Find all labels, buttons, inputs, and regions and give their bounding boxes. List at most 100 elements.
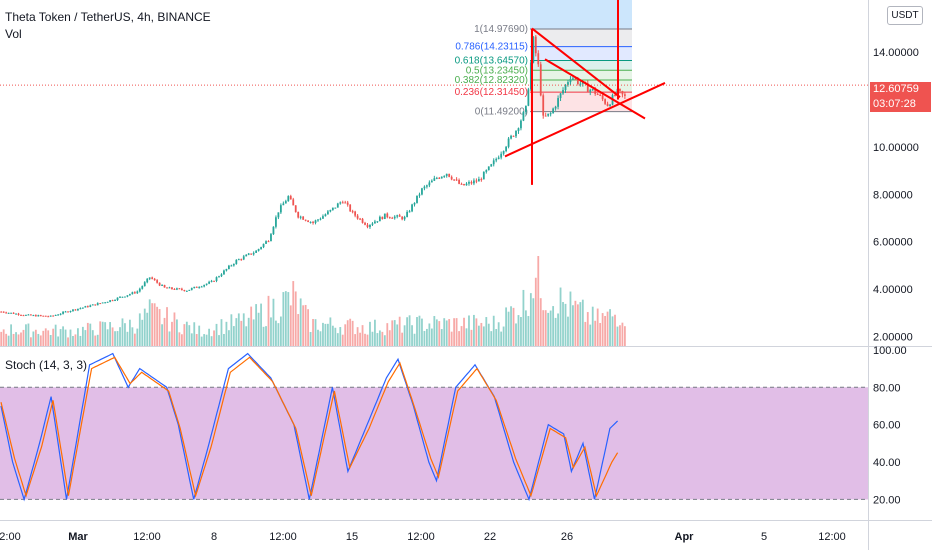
volume-bar	[624, 326, 626, 346]
candle-body	[39, 315, 42, 317]
volume-bar	[297, 314, 300, 346]
candle-body	[391, 217, 394, 219]
volume-bar	[193, 322, 196, 346]
candle-body	[482, 171, 485, 180]
candle-body	[141, 286, 144, 289]
time-tick-label: 8	[211, 531, 217, 543]
candle-body	[438, 177, 441, 179]
volume-bar	[413, 333, 416, 346]
volume-bar	[213, 330, 215, 346]
candle-body	[512, 135, 515, 137]
candle-body	[453, 179, 456, 181]
volume-bar	[62, 326, 64, 346]
volume-bar	[450, 331, 453, 346]
candle-body	[329, 209, 332, 212]
fibonacci-retracement[interactable]: 1(14.97690) 0.786(14.23115) 0.618(13.64570…	[455, 0, 632, 118]
candle-body	[277, 212, 280, 218]
candle-body	[282, 203, 285, 206]
volume-bar	[458, 331, 460, 346]
stoch-legend[interactable]: Stoch (14, 3, 3)	[5, 358, 88, 372]
chart-title[interactable]: Theta Token / TetherUS, 4h, BINANCE	[5, 10, 211, 24]
candle-body	[245, 254, 248, 257]
volume-bar	[376, 333, 379, 346]
candle-body	[5, 312, 8, 314]
candle-body	[468, 182, 470, 184]
candle-body	[124, 296, 126, 298]
volume-bar	[220, 319, 223, 346]
volume-bar	[166, 307, 168, 346]
candle-body	[564, 84, 567, 91]
volume-bar	[267, 295, 270, 346]
triangle-drawing[interactable]	[0, 0, 868, 185]
volume-bar	[567, 316, 569, 346]
candle-body	[331, 207, 334, 210]
volume-bar	[101, 321, 104, 346]
volume-bar	[445, 320, 448, 346]
candle-body	[109, 300, 111, 302]
currency-button[interactable]: USDT	[887, 6, 923, 25]
volume-bar	[584, 321, 587, 346]
candle-body	[443, 175, 446, 177]
candle-body	[386, 213, 389, 218]
candle-body	[230, 265, 233, 267]
volume-bar	[30, 337, 32, 346]
volume-bar	[515, 323, 517, 346]
volume-bar	[480, 322, 483, 346]
candle-body	[423, 186, 426, 189]
candle-body	[57, 314, 60, 316]
volume-bar	[336, 333, 339, 346]
volume-bar	[225, 321, 228, 346]
stoch-d-line	[0, 356, 619, 498]
candle-body	[470, 182, 473, 184]
countdown-label: 03:07:28	[870, 97, 931, 112]
candle-body	[262, 243, 265, 248]
volume-bar	[388, 330, 391, 346]
volume-bar	[304, 304, 307, 346]
candle-body	[47, 316, 50, 318]
time-tick-label: 2:00	[0, 531, 21, 543]
volume-bar	[190, 333, 193, 346]
candle-body	[111, 300, 114, 302]
candle-body	[621, 90, 624, 95]
candle-body	[84, 306, 87, 308]
volume-bar	[34, 329, 37, 346]
candle-body	[406, 211, 408, 217]
candle-body	[223, 270, 225, 275]
candle-body	[146, 278, 149, 283]
candle-body	[475, 180, 478, 182]
stoch-tick-label: 20.00	[873, 494, 901, 506]
candle-body	[460, 183, 463, 185]
candle-body	[371, 223, 374, 225]
candle-body	[515, 130, 517, 137]
volume-bar	[37, 333, 40, 346]
volume-bar	[64, 329, 67, 346]
volume-bar	[148, 299, 151, 346]
volume-bar	[74, 334, 77, 346]
volume-bar	[143, 308, 146, 346]
candle-body	[327, 211, 329, 215]
volume-bar	[435, 319, 438, 346]
volume-bar	[529, 293, 532, 346]
candle-body	[86, 306, 89, 308]
volume-bar	[572, 305, 574, 346]
volume-bar	[49, 335, 52, 346]
candle-body	[15, 313, 17, 315]
candle-body	[317, 219, 319, 221]
volume-bar	[426, 328, 428, 346]
candle-body	[497, 157, 500, 159]
candle-body	[341, 202, 344, 204]
volume-bar	[156, 306, 159, 346]
volume-bar	[242, 313, 245, 346]
stoch-band-fill	[0, 387, 868, 500]
volume-bar	[133, 333, 136, 346]
volume-bar	[361, 325, 364, 346]
volume-bars	[0, 256, 626, 346]
volume-bar	[438, 321, 441, 346]
candle-body	[228, 265, 230, 269]
volume-legend[interactable]: Vol	[5, 27, 22, 41]
volume-bar	[317, 329, 319, 346]
candle-body	[529, 62, 532, 90]
candle-body	[52, 315, 55, 317]
